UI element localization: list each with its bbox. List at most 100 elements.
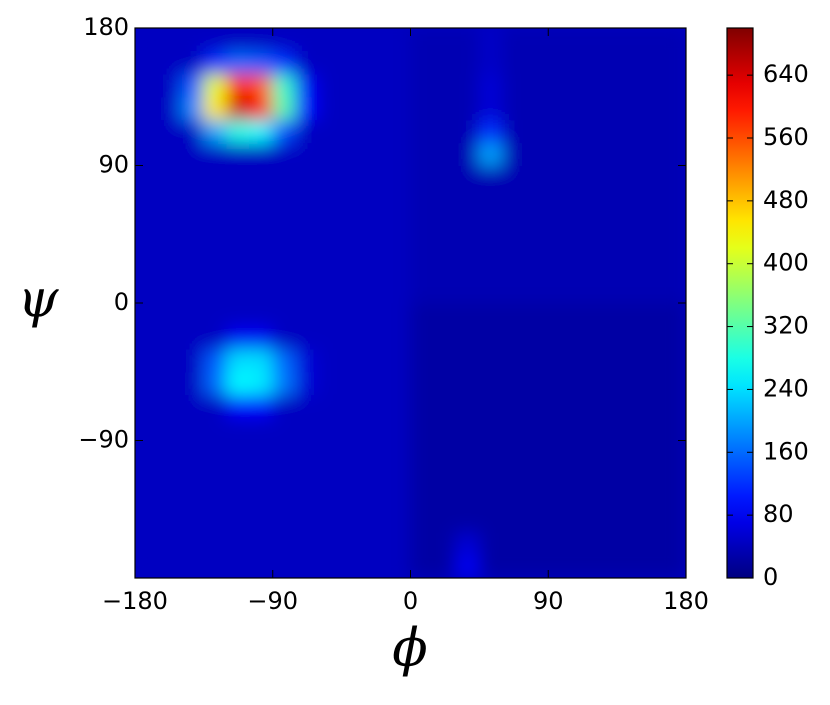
heat-cell	[410, 485, 434, 510]
heat-cell	[135, 279, 159, 304]
heat-cell	[226, 485, 251, 510]
heat-cell	[318, 348, 343, 373]
heat-cell	[547, 508, 572, 533]
heat-cell	[524, 485, 549, 510]
heat-cell	[364, 96, 389, 121]
heat-cell	[226, 394, 251, 419]
heat-cell	[364, 50, 389, 75]
heat-cell	[639, 394, 664, 419]
heat-cell	[524, 348, 549, 373]
heat-cell	[364, 165, 389, 189]
heat-cell	[341, 73, 366, 98]
heat-cell	[180, 165, 205, 189]
heat-cell	[593, 142, 618, 166]
heat-cell	[410, 96, 434, 121]
heat-cell	[203, 371, 228, 396]
heat-cell	[135, 28, 159, 52]
heat-cell	[570, 165, 595, 189]
heat-cell	[249, 73, 274, 98]
heat-cell	[662, 119, 686, 144]
heat-cell	[157, 554, 182, 578]
heat-cell	[570, 256, 595, 281]
heat-cell	[135, 73, 159, 98]
heat-cell	[639, 462, 664, 487]
heat-cell	[593, 28, 618, 52]
heat-cell	[318, 279, 343, 304]
heat-cell	[410, 279, 434, 304]
heat-cell	[135, 554, 159, 578]
heat-cell	[432, 96, 457, 121]
heat-cell	[341, 302, 366, 327]
heat-cell	[203, 440, 228, 464]
heat-cell	[616, 187, 641, 212]
heat-cell	[387, 508, 411, 533]
heat-cell	[662, 210, 686, 235]
heat-cell	[432, 73, 457, 98]
heat-cell	[203, 394, 228, 419]
heat-cell	[478, 485, 503, 510]
heat-cell	[249, 187, 274, 212]
heat-cell	[295, 256, 320, 281]
heat-cell	[662, 417, 686, 441]
heat-cell	[616, 394, 641, 419]
heat-cell	[226, 417, 251, 441]
heat-cell	[226, 50, 251, 75]
heat-cell	[547, 440, 572, 464]
heat-cell	[249, 554, 274, 578]
heat-cell	[157, 233, 182, 258]
heat-cell	[455, 531, 480, 556]
heat-cell	[662, 554, 686, 578]
heat-cell	[501, 256, 526, 281]
heat-cell	[135, 302, 159, 327]
heat-cell	[135, 256, 159, 281]
heat-cell	[593, 417, 618, 441]
x-tick-label: 180	[663, 587, 709, 615]
heat-cell	[364, 554, 389, 578]
heat-cell	[249, 394, 274, 419]
heat-cell	[341, 485, 366, 510]
heat-cell	[410, 462, 434, 487]
heat-cell	[249, 165, 274, 189]
heat-cell	[410, 508, 434, 533]
heat-cell	[135, 187, 159, 212]
heat-cell	[432, 554, 457, 578]
heat-cell	[180, 417, 205, 441]
heat-cell	[547, 485, 572, 510]
colorbar-tick-label: 0	[763, 563, 778, 591]
colorbar-tick-label: 240	[763, 374, 809, 402]
heat-cell	[593, 485, 618, 510]
heat-cell	[570, 325, 595, 350]
heat-cell	[341, 508, 366, 533]
heat-cell	[432, 302, 457, 327]
heat-cell	[662, 348, 686, 373]
heat-cell	[135, 210, 159, 235]
heat-cell	[272, 325, 297, 350]
heat-cell	[455, 371, 480, 396]
heat-cell	[157, 440, 182, 464]
heat-cell	[547, 279, 572, 304]
heat-cell	[387, 279, 411, 304]
heat-cell	[593, 210, 618, 235]
heat-cell	[501, 554, 526, 578]
heat-cell	[157, 28, 182, 52]
heat-cell	[432, 371, 457, 396]
heat-cell	[387, 210, 411, 235]
heat-cell	[157, 417, 182, 441]
heat-cell	[501, 187, 526, 212]
heat-cell	[478, 440, 503, 464]
heat-cell	[478, 210, 503, 235]
heat-cell	[135, 165, 159, 189]
heat-cell	[547, 50, 572, 75]
heat-cell	[318, 210, 343, 235]
heat-cell	[135, 96, 159, 121]
heat-cell	[226, 348, 251, 373]
heat-cell	[478, 165, 503, 189]
heat-cell	[410, 73, 434, 98]
heat-cell	[478, 325, 503, 350]
heat-cell	[364, 462, 389, 487]
heat-cell	[387, 233, 411, 258]
heat-cell	[295, 417, 320, 441]
heat-cell	[570, 462, 595, 487]
heat-cell	[203, 165, 228, 189]
heat-cell	[295, 279, 320, 304]
